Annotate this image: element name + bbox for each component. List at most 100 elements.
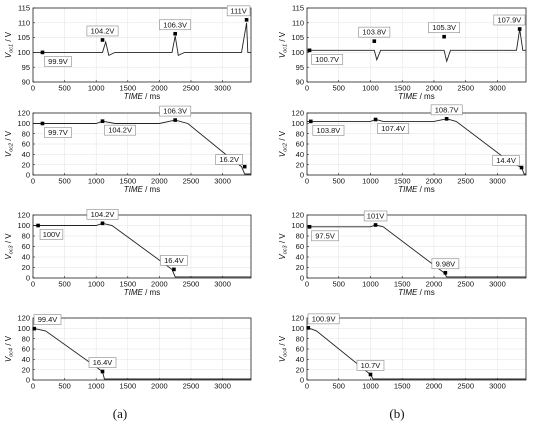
y-axis-label-main: V bbox=[278, 356, 287, 362]
annotation-label: 105.3V bbox=[432, 23, 456, 32]
annotation-label: 16.2V bbox=[219, 155, 239, 164]
annotation-marker bbox=[372, 39, 377, 43]
annotation-label: 106.3V bbox=[163, 20, 187, 29]
annotation-label: 106.3V bbox=[163, 107, 187, 116]
annotation-marker bbox=[306, 326, 311, 330]
y-tick-label: 60 bbox=[296, 345, 304, 354]
y-tick-label: 80 bbox=[296, 129, 304, 138]
y-axis-label-sub: oc2 bbox=[9, 143, 15, 152]
y-tick-label: 20 bbox=[22, 365, 30, 374]
y-tick-label: 60 bbox=[296, 140, 304, 149]
plot-frame bbox=[306, 7, 527, 83]
y-tick-label: 90 bbox=[296, 78, 304, 87]
annotation-label-box bbox=[159, 105, 192, 117]
y-tick-label: 60 bbox=[22, 140, 30, 149]
annotation-label-box bbox=[33, 314, 62, 325]
annotation-label-box bbox=[44, 56, 72, 67]
annotation-label-box bbox=[44, 127, 72, 138]
x-axis-label-main: TIME bbox=[124, 185, 144, 194]
y-axis-label-unit: / V bbox=[4, 233, 13, 246]
annotation-label: 103.8V bbox=[317, 126, 341, 135]
y-tick-label: 0 bbox=[300, 376, 304, 385]
x-tick-label: 0 bbox=[31, 84, 35, 93]
annotation-marker bbox=[368, 372, 373, 377]
x-axis-label-unit: / ms bbox=[417, 92, 434, 101]
x-tick-label: 500 bbox=[58, 382, 71, 391]
chart-panel-a1: 90 95 100 105 110 115 0 500 1000 1500 2000 2500 3000… bbox=[4, 4, 252, 101]
annotation-label-box bbox=[431, 258, 460, 270]
annotation-marker bbox=[100, 221, 105, 226]
caption-a: (a) bbox=[113, 406, 127, 421]
x-axis-label-main: TIME bbox=[398, 92, 418, 101]
y-axis-label-unit: / V bbox=[278, 335, 287, 348]
annotation-marker bbox=[100, 369, 105, 374]
y-axis-label-main: V bbox=[4, 151, 13, 157]
x-axis-label: TIME / ms bbox=[124, 185, 160, 194]
x-tick-label: 3000 bbox=[489, 84, 506, 93]
y-tick-label: 80 bbox=[296, 334, 304, 343]
x-tick-label: 0 bbox=[31, 280, 35, 289]
y-axis-label-main: V bbox=[278, 254, 287, 260]
y-tick-label: 95 bbox=[296, 63, 304, 72]
x-tick-label: 1500 bbox=[119, 280, 136, 289]
x-tick-label: 2000 bbox=[151, 382, 168, 391]
annotation-marker bbox=[307, 48, 312, 53]
annotation-marker bbox=[373, 223, 378, 227]
y-axis-label: Voc1 / V bbox=[4, 31, 15, 58]
y-tick-label: 0 bbox=[26, 274, 30, 283]
chart-panel-b1: 90 95 100 105 110 115 0 500 1000 1500 2000 2500 3000… bbox=[278, 4, 527, 101]
annotation-label-box bbox=[160, 255, 188, 266]
x-tick-label: 2500 bbox=[183, 280, 200, 289]
y-axis-label-unit: / V bbox=[278, 31, 287, 44]
y-tick-label: 105 bbox=[291, 33, 304, 42]
x-tick-label: 0 bbox=[305, 177, 309, 186]
x-tick-label: 3000 bbox=[489, 177, 506, 186]
y-tick-label: 20 bbox=[22, 263, 30, 272]
y-axis-label-unit: / V bbox=[4, 130, 13, 143]
x-tick-label: 500 bbox=[58, 177, 71, 186]
annotation-label: 16.4V bbox=[93, 358, 113, 367]
x-tick-label: 500 bbox=[58, 84, 71, 93]
x-axis-label: TIME / ms bbox=[398, 185, 434, 194]
x-tick-label: 2000 bbox=[151, 84, 168, 93]
y-tick-label: 100 bbox=[291, 221, 304, 230]
caption-b: (b) bbox=[389, 406, 404, 421]
annotation-label: 99.7V bbox=[48, 128, 68, 137]
annotation-label: 104.2V bbox=[108, 126, 132, 135]
series-line-b4 bbox=[307, 327, 526, 380]
annotation-label-box bbox=[104, 124, 137, 136]
annotation-label-box bbox=[159, 19, 192, 31]
x-tick-label: 2000 bbox=[426, 177, 443, 186]
annotation-label: 99.9V bbox=[48, 57, 68, 66]
annotation-label-box bbox=[363, 210, 388, 222]
x-axis-label-main: TIME bbox=[398, 288, 418, 297]
y-tick-label: 40 bbox=[296, 150, 304, 159]
annotation-marker bbox=[172, 267, 176, 272]
y-tick-label: 110 bbox=[18, 18, 30, 27]
y-tick-label: 100 bbox=[291, 119, 304, 128]
y-tick-label: 120 bbox=[17, 109, 30, 118]
annotation-marker bbox=[173, 118, 177, 122]
y-axis-label: Voc4 / V bbox=[4, 335, 15, 362]
y-axis-label: Voc2 / V bbox=[4, 130, 15, 157]
y-tick-label: 40 bbox=[22, 253, 30, 262]
x-tick-label: 2000 bbox=[426, 280, 443, 289]
x-tick-label: 1000 bbox=[88, 382, 105, 391]
annotation-label: 9.98V bbox=[436, 259, 456, 268]
y-tick-label: 120 bbox=[17, 314, 30, 323]
series-line-a1 bbox=[33, 22, 251, 57]
x-axis-label-unit: / ms bbox=[417, 288, 434, 297]
y-axis-label: Voc4 / V bbox=[278, 335, 289, 362]
y-tick-label: 60 bbox=[296, 242, 304, 251]
annotation-label-box bbox=[356, 360, 385, 371]
x-tick-label: 1500 bbox=[119, 177, 136, 186]
x-tick-label: 500 bbox=[58, 280, 71, 289]
annotation-label: 108.7V bbox=[435, 105, 459, 114]
y-tick-label: 80 bbox=[22, 129, 30, 138]
y-tick-label: 110 bbox=[292, 18, 304, 27]
x-tick-label: 500 bbox=[332, 84, 345, 93]
series-line-b3 bbox=[307, 224, 526, 278]
x-tick-label: 2000 bbox=[426, 84, 443, 93]
